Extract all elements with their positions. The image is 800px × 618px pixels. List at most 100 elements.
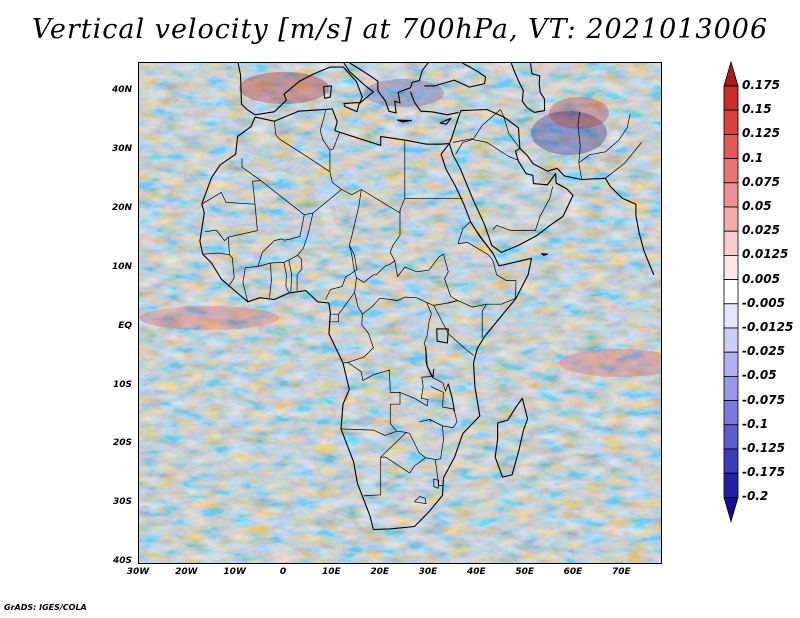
- colorbar-swatch: [723, 448, 739, 474]
- colorbar-swatch: [723, 279, 739, 305]
- colorbar-label: -0.0125: [742, 320, 794, 334]
- colorbar-swatch: [723, 206, 739, 232]
- country-border: [319, 110, 331, 151]
- europe-coastline: [237, 63, 374, 116]
- country-border: [288, 260, 293, 292]
- country-border: [389, 198, 458, 301]
- colorbar-swatch: [723, 424, 739, 450]
- colorbar-label: 0.075: [742, 174, 780, 189]
- colorbar-swatch: [723, 351, 739, 377]
- country-border: [432, 377, 449, 392]
- colorbar-label: -0.1: [742, 416, 769, 431]
- lon-label: 20E: [370, 567, 389, 577]
- colorbar-swatch: [723, 472, 739, 498]
- lat-label: 20S: [112, 438, 132, 449]
- lat-label: 10N: [111, 261, 132, 272]
- lon-label: 10E: [321, 567, 341, 577]
- colorbar-swatch: [723, 85, 739, 111]
- colorbar-label: -0.005: [742, 295, 785, 310]
- colorbar-label: 0.005: [742, 271, 780, 286]
- colorbar-label: 0.125: [742, 126, 780, 141]
- lon-label: 30W: [126, 567, 150, 577]
- socotra-coastline: [541, 253, 548, 256]
- colorbar-label: -0.2: [742, 489, 769, 504]
- colorbar-label: -0.025: [742, 344, 785, 359]
- country-border: [472, 139, 519, 161]
- colorbar-label: 0.05: [742, 199, 772, 213]
- caspian-coastline: [510, 63, 546, 113]
- country-border: [453, 109, 501, 143]
- country-border: [605, 142, 642, 179]
- colorbar-label: -0.05: [742, 368, 777, 383]
- lat-label: 20N: [111, 203, 132, 214]
- country-border: [202, 237, 230, 256]
- map-plot-area: [138, 62, 662, 564]
- arabia-coastline: [448, 108, 574, 253]
- country-border: [329, 132, 401, 214]
- country-border: [241, 158, 305, 216]
- country-border: [354, 277, 458, 315]
- colorbar-label: 0.175: [742, 78, 780, 92]
- lon-label: 10W: [223, 567, 246, 577]
- lat-label: EQ: [118, 320, 132, 331]
- country-border: [457, 242, 517, 305]
- country-border: [578, 114, 631, 164]
- lat-label: 10S: [112, 379, 132, 390]
- lat-label: 30S: [112, 497, 132, 508]
- sicily-coastline: [343, 101, 360, 113]
- lon-label: 70E: [611, 567, 631, 577]
- colorbar-swatch: [723, 134, 739, 160]
- colorbar-swatch: [723, 158, 739, 184]
- country-border: [399, 302, 432, 407]
- colorbar-label: -0.125: [742, 441, 785, 455]
- lat-label: 40S: [112, 556, 132, 566]
- colorbar-swatch: [723, 400, 739, 426]
- cyprus-coastline: [439, 117, 452, 125]
- lon-label: 50E: [515, 567, 534, 577]
- colorbar-label: 0.1: [742, 150, 764, 165]
- sardinia-coastline: [323, 85, 332, 99]
- country-border: [500, 109, 521, 149]
- country-border: [340, 362, 401, 436]
- africa-coastline: [199, 108, 533, 531]
- country-border: [492, 225, 536, 231]
- colorbar-top-arrow: [723, 60, 739, 87]
- country-border: [433, 478, 440, 489]
- country-border: [342, 314, 374, 364]
- colorbar-swatch: [723, 303, 739, 329]
- country-border: [455, 139, 473, 155]
- country-border: [363, 432, 407, 497]
- country-border: [269, 262, 272, 298]
- country-border: [257, 189, 342, 267]
- madagascar-coastline: [494, 397, 529, 478]
- lon-label: 0: [279, 567, 287, 577]
- country-border: [414, 496, 427, 504]
- country-border: [380, 456, 426, 474]
- country-border: [577, 111, 583, 180]
- colorbar-swatch: [723, 375, 739, 401]
- velocity-field-map: [139, 63, 661, 563]
- chart-title: Vertical velocity [m/s] at 700hPa, VT: 2…: [31, 14, 769, 45]
- colorbar-label: 0.15: [742, 102, 772, 117]
- country-border: [228, 254, 235, 288]
- country-border: [534, 186, 554, 231]
- lat-label: 30N: [111, 144, 132, 155]
- colorbar-label: 0.0125: [742, 247, 789, 262]
- turkey-coastline: [410, 91, 459, 116]
- colorbar: [723, 60, 739, 523]
- lat-label: 40N: [111, 85, 132, 96]
- black-sea-coastline: [424, 63, 487, 88]
- country-border: [273, 121, 331, 173]
- country-border: [348, 245, 395, 283]
- country-border: [201, 180, 261, 205]
- country-border: [447, 300, 487, 338]
- country-border: [457, 221, 493, 254]
- country-border: [433, 305, 474, 356]
- colorbar-label: 0.025: [742, 223, 780, 238]
- colorbar-swatch: [723, 182, 739, 208]
- lon-label: 40E: [466, 567, 486, 577]
- lake-victoria: [436, 328, 449, 344]
- iran-india-coastline: [519, 147, 655, 276]
- colorbar-swatch: [723, 327, 739, 353]
- colorbar-label: -0.075: [742, 392, 785, 407]
